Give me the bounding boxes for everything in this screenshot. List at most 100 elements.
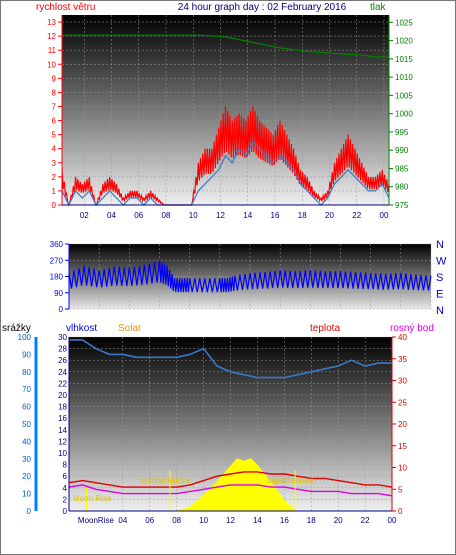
tick-label-wind: 2 [52,173,57,182]
pressure-line [62,34,389,58]
tick-label-wind: 7 [52,102,57,111]
tick-label-pressure: 995 [395,128,409,137]
tick-label-pressure: 985 [395,164,409,173]
tick-label-wind: 4 [52,145,57,154]
tick-label-wind: 3 [52,159,57,168]
tick-label-humidity: 0 [63,507,68,516]
x-tick-label: 04 [107,211,116,220]
tick-label-rain: 30 [22,455,31,464]
x-tick-label: 16 [280,516,289,525]
temperature-line [68,471,393,488]
wind-direction-line [68,260,432,293]
x-tick-label: 22 [361,516,370,525]
tick-label-rain: 80 [22,368,31,377]
tick-label-direction: 0 [59,305,64,314]
x-tick-label: 18 [298,211,307,220]
pressure-axis-title: tlak [370,2,387,13]
tick-label-wind: 0 [52,201,57,210]
x-tick-label: 00 [388,516,397,525]
tick-label-humidity: 24 [58,368,67,377]
tick-label-humidity: 10 [58,449,67,458]
solar-label: Solar [118,323,142,334]
dewpoint-line [68,484,393,497]
tick-label-direction: 270 [50,256,64,265]
tick-label-temperature: 35 [398,355,407,364]
humidity-axis-title: vlhkost [66,323,97,334]
tick-label-temperature: 15 [398,442,407,451]
x-tick-label: 22 [352,211,361,220]
tick-label-temperature: 5 [398,485,403,494]
tick-label-humidity: 14 [58,426,67,435]
panel1-axes: 0123456789101112139759809859909951000100… [47,15,413,220]
tick-label-wind: 8 [52,88,57,97]
tick-label-wind: 13 [47,18,56,27]
tick-label-wind: 1 [52,187,57,196]
tick-label-rain: 50 [22,420,31,429]
compass-label: S [436,272,443,284]
compass-label: N [436,305,444,317]
tick-label-rain: 0 [27,507,32,516]
tick-label-temperature: 0 [398,507,403,516]
tick-label-pressure: 1025 [395,18,413,27]
tick-label-rain: 60 [22,403,31,412]
tick-label-wind: 9 [52,74,57,83]
compass-label: E [436,289,443,301]
x-tick-label: 12 [226,516,235,525]
humidity-line [69,339,392,379]
tick-label-rain: 20 [22,472,31,481]
temperature-axis-title: teplota [310,323,340,334]
tick-label-temperature: 40 [398,333,407,342]
x-tick-label: 04 [118,516,127,525]
x-tick-label: MoonRise [78,516,115,525]
tick-label-direction: 90 [54,289,63,298]
x-tick-label: 10 [199,516,208,525]
x-tick-label: 10 [189,211,198,220]
compass-label: N [436,239,444,251]
x-tick-label: 06 [145,516,154,525]
tick-label-pressure: 975 [395,201,409,210]
tick-label-temperature: 30 [398,377,407,386]
tick-label-humidity: 2 [63,495,68,504]
tick-label-rain: 40 [22,437,31,446]
tick-label-humidity: 4 [63,484,68,493]
panel1-series [61,34,390,207]
x-tick-label: 12 [216,211,225,220]
tick-label-pressure: 1000 [395,110,413,119]
sunrise-label: východ slunce [140,476,191,485]
x-tick-label: 20 [325,211,334,220]
compass-label: W [436,256,447,268]
tick-label-humidity: 6 [63,472,68,481]
x-tick-label: 02 [80,211,89,220]
tick-label-pressure: 990 [395,146,409,155]
x-tick-label: 00 [380,211,389,220]
tick-label-wind: 12 [47,32,56,41]
panel3-series: východ slunce západ slunce Moon Rise [68,339,393,512]
tick-label-direction: 360 [50,240,64,249]
x-tick-label: 16 [271,211,280,220]
tick-label-humidity: 20 [58,391,67,400]
dewpoint-axis-title: rosný bod [390,323,434,334]
panel3-grid [69,336,393,512]
tick-label-direction: 180 [50,273,64,282]
tick-label-pressure: 1010 [395,73,413,82]
tick-label-humidity: 18 [58,403,67,412]
graph-title: 24 hour graph day : 02 February 2016 [178,2,347,13]
x-tick-label: 18 [307,516,316,525]
tick-label-pressure: 1005 [395,91,413,100]
tick-label-temperature: 10 [398,464,407,473]
tick-label-humidity: 12 [58,437,67,446]
panel2-series [68,260,432,293]
tick-label-humidity: 22 [58,379,67,388]
tick-label-wind: 10 [47,60,56,69]
wind-pressure-panel: 0123456789101112139759809859909951000100… [47,15,413,220]
wind-speed-line [61,106,390,207]
tick-label-temperature: 20 [398,420,407,429]
x-tick-label: 14 [253,516,262,525]
tick-label-rain: 100 [18,333,32,342]
tick-label-wind: 11 [48,46,57,55]
x-tick-label: 08 [172,516,181,525]
x-tick-label: 08 [162,211,171,220]
sunset-label: západ slunce [267,476,315,485]
